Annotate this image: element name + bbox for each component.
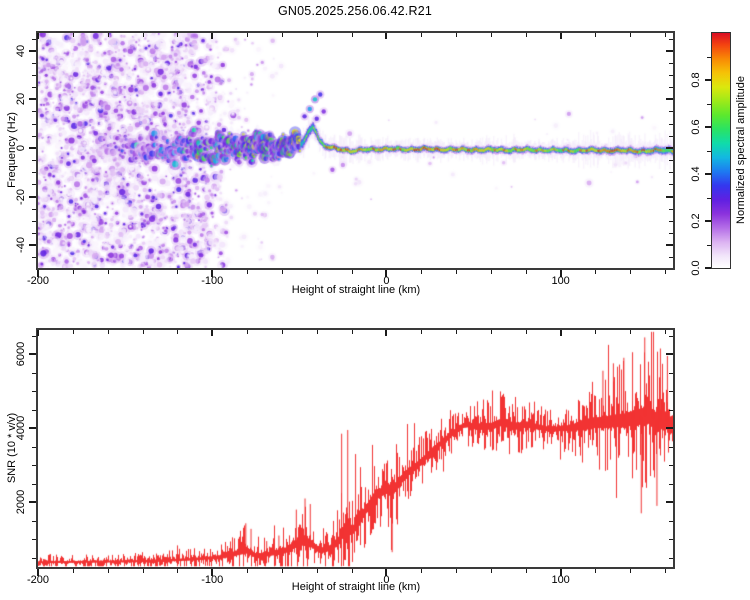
tick-label: -100 [201, 275, 224, 287]
tick-label: 0.0 [690, 260, 702, 276]
axis-tick [211, 569, 214, 576]
axis-tick [107, 569, 109, 573]
axis-tick [351, 270, 353, 274]
axis-tick [29, 501, 36, 504]
axis-tick [456, 270, 458, 274]
axis-tick [281, 270, 283, 274]
axis-tick [247, 569, 249, 573]
axis-tick [29, 353, 36, 356]
axis-tick [29, 195, 36, 198]
axis-tick [72, 569, 74, 573]
tick-label: 2000 [15, 489, 27, 515]
axis-tick [281, 569, 283, 573]
axis-tick [37, 270, 39, 277]
tick-label: -40 [15, 237, 27, 254]
snr-line-canvas [38, 330, 673, 567]
axis-tick [665, 569, 667, 573]
axis-tick [29, 244, 36, 247]
figure-title: GN05.2025.256.06.42.R21 [277, 4, 433, 18]
axis-tick [630, 569, 632, 573]
axis-tick [316, 270, 318, 274]
axis-tick [177, 569, 179, 573]
axis-tick [247, 270, 249, 274]
tick-label: 0.2 [690, 213, 702, 229]
tick-label: -200 [26, 275, 50, 287]
axis-tick [385, 569, 388, 576]
axis-tick [142, 270, 144, 274]
axis-tick [29, 427, 36, 430]
spectrogram-y-axis-label: Frequency (Hz) [6, 112, 18, 188]
colorbar-frame [711, 32, 731, 269]
axis-tick [525, 270, 527, 274]
axis-tick [559, 270, 562, 277]
tick-label: 0.4 [690, 166, 702, 182]
axis-tick [29, 49, 36, 52]
snr-y-axis-label: SNR (10 * v/v) [6, 412, 18, 484]
axis-tick [630, 270, 632, 274]
colorbar-canvas [712, 33, 730, 268]
axis-tick [29, 146, 36, 149]
axis-tick [142, 569, 144, 573]
spectrogram-canvas [38, 33, 673, 268]
axis-tick [316, 569, 318, 573]
axis-tick [421, 569, 423, 573]
axis-tick [525, 569, 527, 573]
tick-label: 6000 [15, 341, 27, 367]
tick-label: 0.6 [690, 119, 702, 135]
tick-label: -200 [26, 574, 50, 586]
tick-label: -20 [15, 188, 27, 205]
axis-tick [211, 270, 214, 277]
axis-tick [421, 270, 423, 274]
axis-tick [107, 270, 109, 274]
axis-tick [385, 270, 388, 277]
axis-tick [595, 569, 597, 573]
axis-tick [177, 270, 179, 274]
tick-label: 0.8 [690, 72, 702, 88]
tick-label: 40 [15, 44, 27, 57]
snr-plot-frame [36, 328, 675, 569]
tick-label: 100 [551, 574, 570, 586]
axis-tick [490, 569, 492, 573]
tick-label: -100 [201, 574, 224, 586]
axis-tick [351, 569, 353, 573]
axis-tick [665, 270, 667, 274]
axis-tick [29, 98, 36, 101]
spectrogram-x-axis-label: Height of straight line (km) [291, 284, 421, 296]
axis-tick [559, 569, 562, 576]
axis-tick [72, 270, 74, 274]
tick-label: 100 [551, 275, 570, 287]
axis-tick [37, 569, 39, 576]
tick-label: 20 [15, 93, 27, 106]
axis-tick [595, 270, 597, 274]
axis-tick [490, 270, 492, 274]
colorbar-label: Normalized spectral amplitude [735, 76, 747, 224]
spectrogram-plot-frame [36, 31, 675, 270]
axis-tick [456, 569, 458, 573]
snr-x-axis-label: Height of straight line (km) [291, 581, 421, 593]
